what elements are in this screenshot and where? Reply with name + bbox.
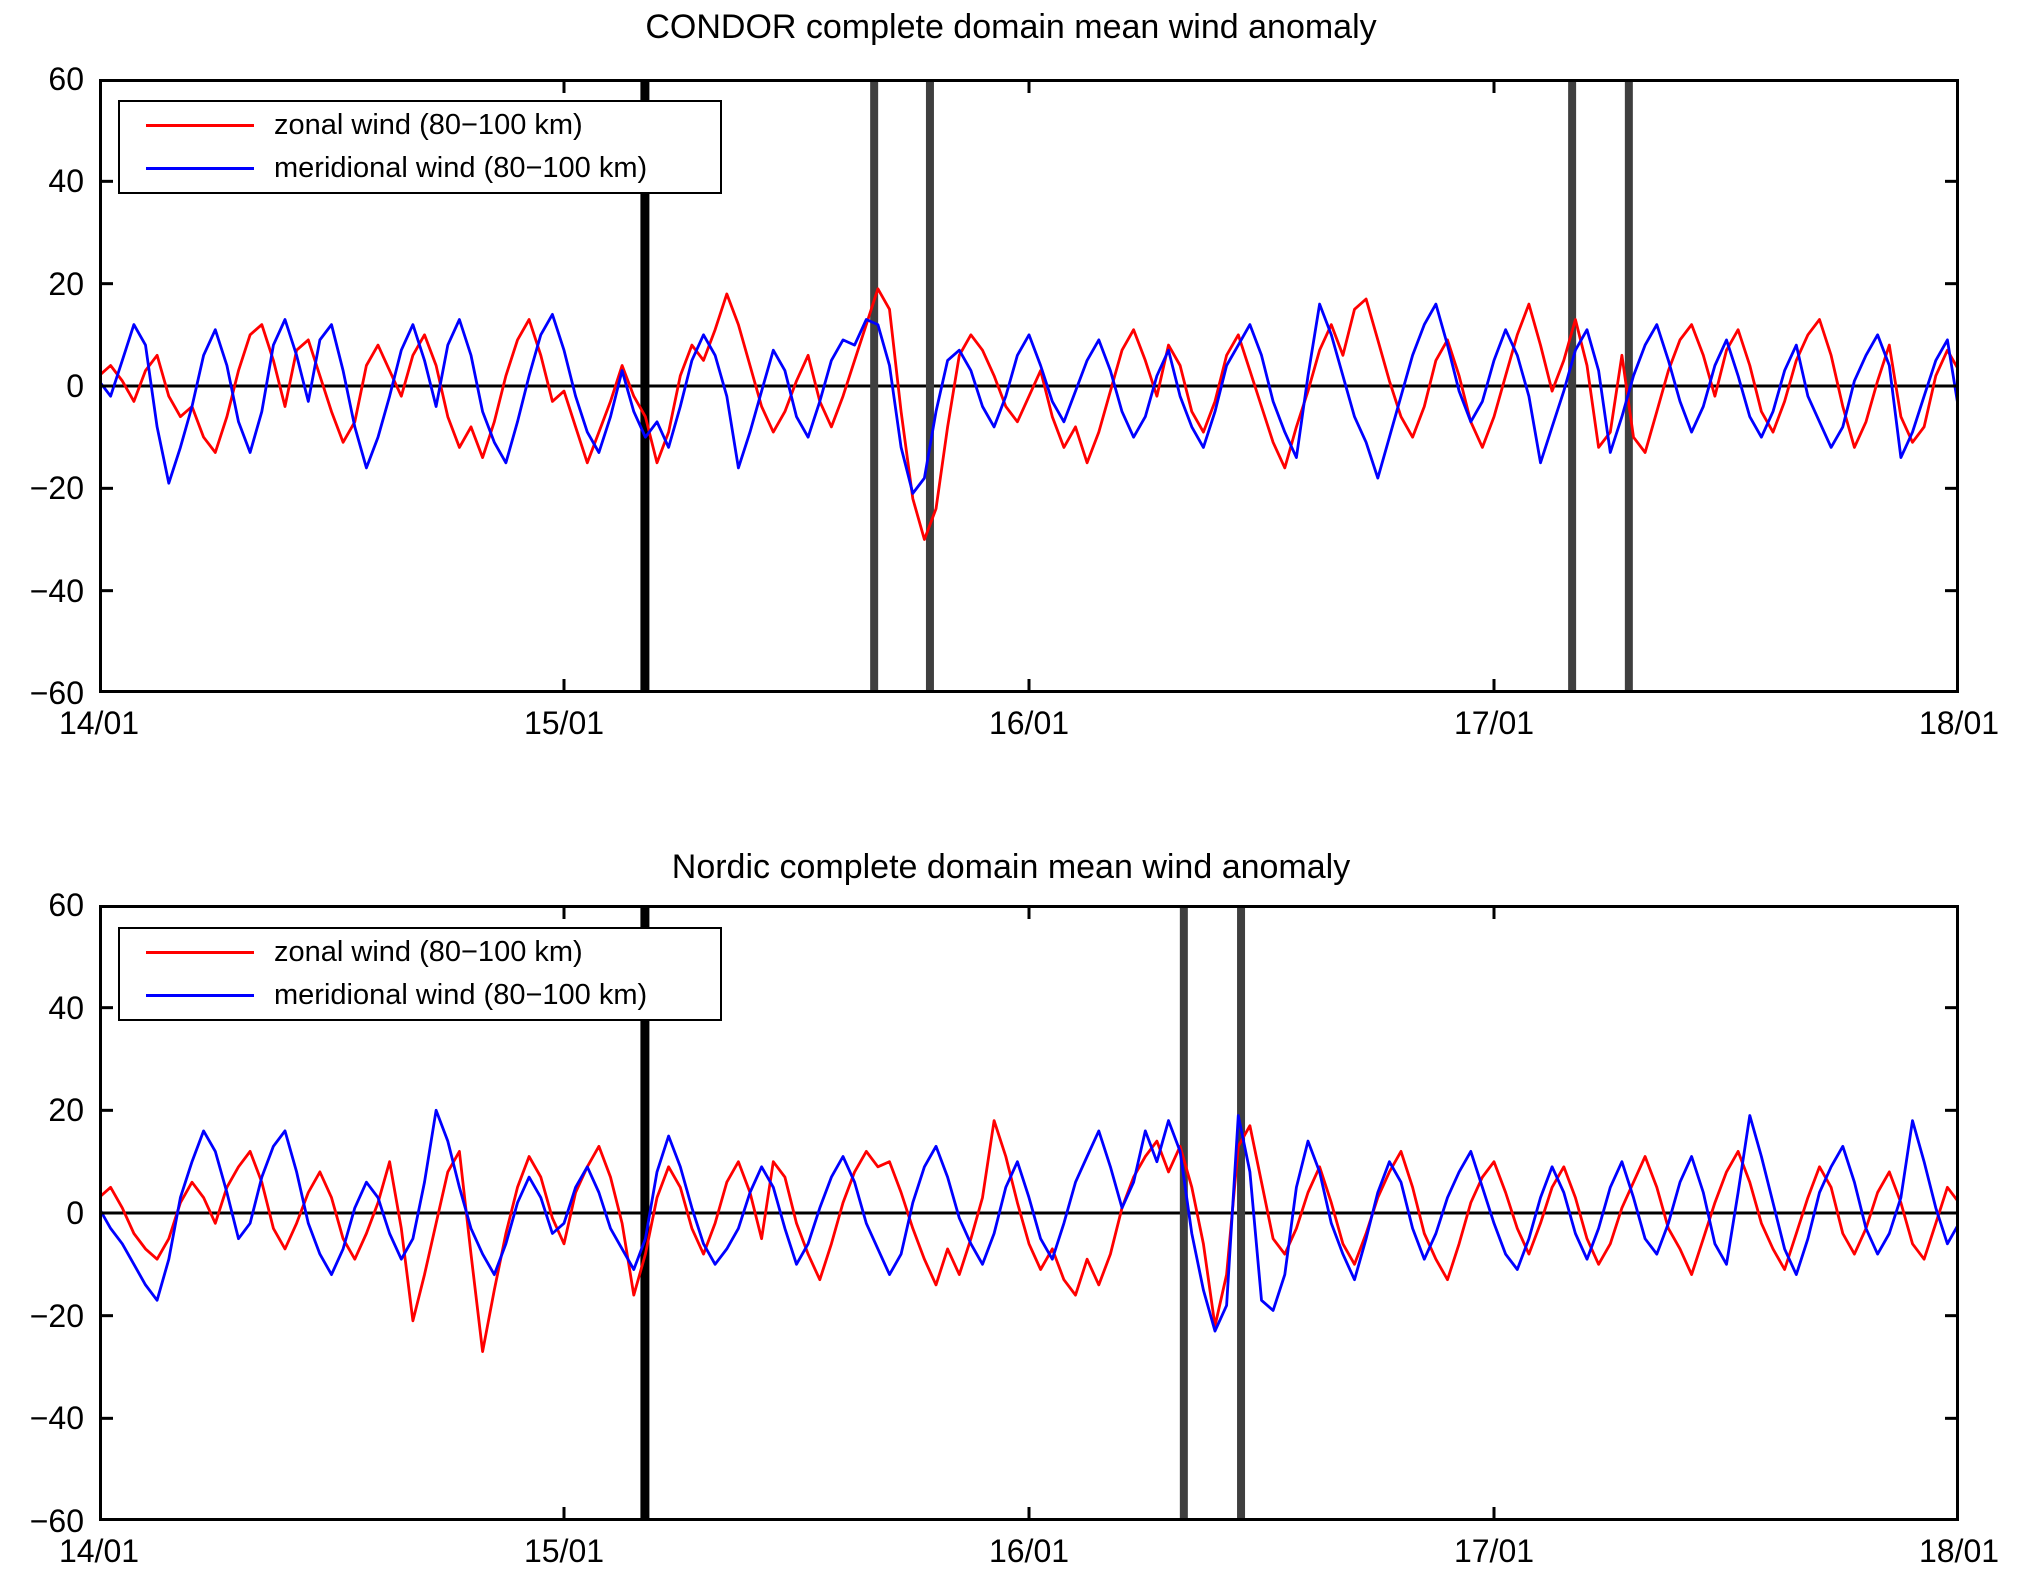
plot-area-svg (99, 79, 1959, 693)
legend-entry-meridional: meridional wind (80−100 km) (120, 974, 720, 1017)
y-tick-label: 20 (48, 1092, 84, 1129)
event-marker-interval-gray (1568, 79, 1577, 693)
y-tick-label: 60 (48, 887, 84, 923)
zonal-wind-line-sample (146, 951, 254, 954)
x-tick-label: 16/01 (988, 1533, 1070, 1569)
meridional-wind-line-sample (146, 994, 254, 997)
x-tick-label: 18/01 (1918, 1533, 2000, 1569)
condor-chart-title: CONDOR complete domain mean wind anomaly (645, 8, 1377, 46)
nordic-chart-title: Nordic complete domain mean wind anomaly (671, 848, 1351, 886)
y-tick-label: 0 (66, 1195, 84, 1231)
y-tick-label: −20 (29, 470, 84, 507)
zonal-wind-line-sample (146, 124, 254, 127)
y-tick-label: 20 (48, 265, 84, 302)
zonal-wind-legend-label: zonal wind (80−100 km) (274, 109, 583, 141)
event-marker-interval-gray (925, 79, 934, 693)
y-tick-label: 40 (48, 989, 84, 1026)
y-tick-label: −20 (29, 1297, 84, 1334)
meridional-wind-series-line (99, 302, 1959, 495)
legend-entry-zonal: zonal wind (80−100 km) (120, 931, 720, 974)
y-tick-label: −40 (29, 572, 84, 609)
event-marker-launch-black (640, 905, 650, 1521)
x-tick-label: 17/01 (1453, 1533, 1535, 1569)
condor-legend: zonal wind (80−100 km) meridional wind (… (118, 100, 722, 194)
y-tick-label: 40 (48, 163, 84, 200)
zonal-wind-series-line (99, 287, 1959, 541)
x-tick-label: 14/01 (58, 1533, 140, 1569)
x-tick-label: 15/01 (523, 1533, 605, 1569)
meridional-wind-series-line (99, 1108, 1959, 1333)
y-tick-label: −60 (29, 1503, 84, 1539)
y-tick-label: 60 (48, 61, 84, 97)
meridional-wind-legend-label: meridional wind (80−100 km) (274, 152, 648, 184)
y-tick-label: −60 (29, 675, 84, 711)
x-tick-label: 14/01 (58, 705, 140, 741)
x-tick-label: 16/01 (988, 705, 1070, 741)
meridional-wind-line-sample (146, 167, 254, 170)
event-marker-interval-gray (1237, 905, 1246, 1521)
y-tick-label: 0 (66, 368, 84, 404)
y-tick-label: −40 (29, 1400, 84, 1437)
plot-area-svg (99, 905, 1959, 1521)
nordic-plot-area (99, 905, 1959, 1521)
event-marker-interval-gray (1179, 905, 1188, 1521)
zonal-wind-legend-label: zonal wind (80−100 km) (274, 936, 583, 968)
x-tick-label: 18/01 (1918, 705, 2000, 741)
condor-plot-area (99, 79, 1959, 693)
meridional-wind-legend-label: meridional wind (80−100 km) (274, 979, 648, 1011)
nordic-legend: zonal wind (80−100 km) meridional wind (… (118, 927, 722, 1021)
event-marker-interval-gray (870, 79, 879, 693)
axes-box (99, 79, 1959, 693)
legend-entry-zonal: zonal wind (80−100 km) (120, 104, 720, 147)
x-tick-label: 17/01 (1453, 705, 1535, 741)
event-marker-launch-black (640, 79, 650, 693)
x-tick-label: 15/01 (523, 705, 605, 741)
zonal-wind-series-line (99, 1119, 1959, 1354)
axes-box (99, 905, 1959, 1521)
event-marker-interval-gray (1624, 79, 1633, 693)
legend-entry-meridional: meridional wind (80−100 km) (120, 147, 720, 190)
